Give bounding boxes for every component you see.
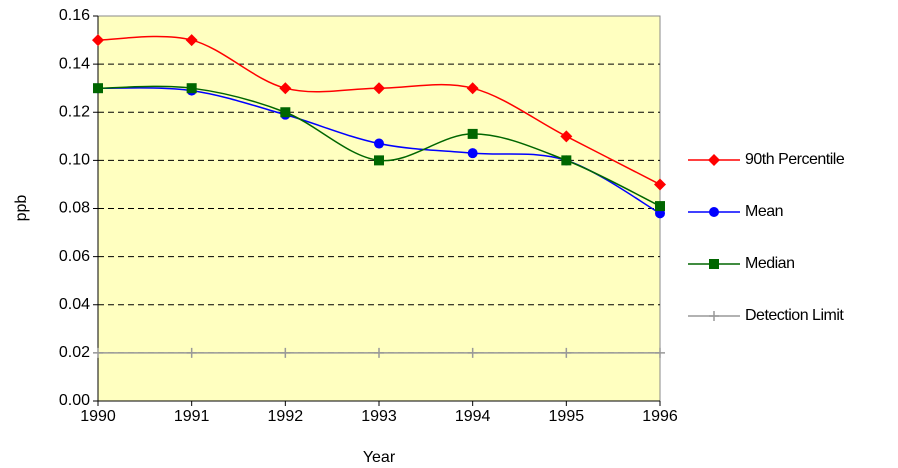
legend-label: Median bbox=[745, 255, 794, 272]
data-point bbox=[467, 148, 478, 159]
y-tick-label: 0.04 bbox=[59, 296, 90, 313]
data-point bbox=[280, 347, 291, 358]
data-point bbox=[561, 347, 572, 358]
legend-label: Mean bbox=[745, 203, 783, 220]
y-tick-label: 0.08 bbox=[59, 200, 90, 217]
data-point bbox=[655, 201, 665, 212]
data-point bbox=[93, 83, 103, 94]
legend-marker bbox=[709, 311, 719, 321]
data-point bbox=[466, 82, 479, 95]
y-tick-label: 0.12 bbox=[59, 103, 90, 120]
y-tick-label: 0.02 bbox=[59, 344, 90, 361]
legend-marker bbox=[709, 259, 719, 269]
y-axis-label: ppb bbox=[13, 195, 30, 222]
data-point bbox=[655, 347, 665, 358]
legend-marker bbox=[709, 207, 719, 217]
data-point bbox=[93, 347, 103, 358]
data-point bbox=[561, 155, 572, 166]
legend-label: 90th Percentile bbox=[745, 151, 845, 168]
y-tick-label: 0.16 bbox=[59, 7, 90, 24]
data-point bbox=[467, 347, 478, 358]
y-tick-label: 0.06 bbox=[59, 248, 90, 265]
x-tick-label: 1995 bbox=[549, 408, 585, 425]
legend-label: Detection Limit bbox=[745, 307, 844, 324]
x-tick-label: 1996 bbox=[642, 408, 678, 425]
x-tick-label: 1994 bbox=[455, 408, 491, 425]
x-tick-label: 1990 bbox=[80, 408, 116, 425]
x-tick-label: 1991 bbox=[174, 408, 210, 425]
legend-marker bbox=[708, 154, 720, 166]
y-tick-label: 0.00 bbox=[59, 392, 90, 409]
y-tick-label: 0.10 bbox=[59, 152, 90, 169]
data-point bbox=[560, 130, 573, 143]
x-tick-label: 1992 bbox=[268, 408, 304, 425]
data-point bbox=[374, 138, 384, 149]
data-point bbox=[374, 347, 384, 358]
data-point bbox=[654, 178, 666, 191]
data-point bbox=[374, 155, 384, 166]
data-point bbox=[467, 128, 478, 139]
data-point bbox=[280, 107, 291, 118]
data-point bbox=[279, 82, 292, 95]
data-point bbox=[92, 34, 104, 47]
x-tick-label: 1993 bbox=[361, 408, 397, 425]
data-point bbox=[186, 347, 197, 358]
data-point bbox=[186, 83, 197, 94]
data-point bbox=[373, 82, 385, 95]
y-tick-label: 0.14 bbox=[59, 55, 90, 72]
data-point bbox=[185, 34, 198, 47]
x-axis-label: Year bbox=[363, 449, 396, 466]
